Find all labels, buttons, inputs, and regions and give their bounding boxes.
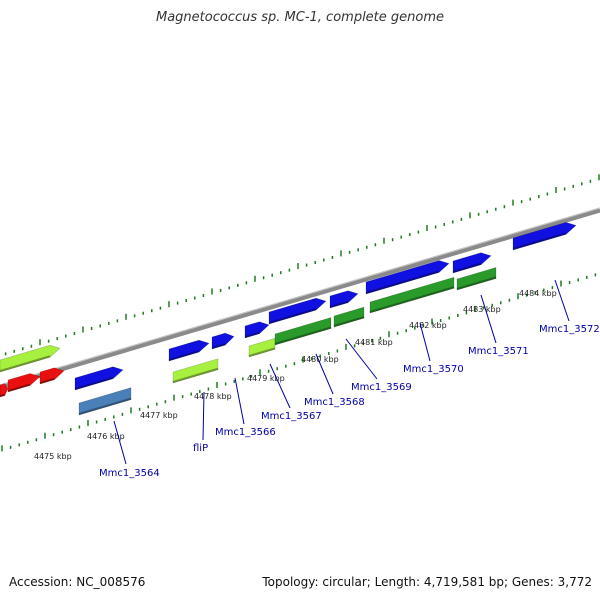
scale-label: 4483 kbp [463,305,501,314]
gene-label[interactable]: fliP [193,443,208,454]
feature-lower-shade [248,347,276,357]
scale-label-group: 4475 kbp 4476 kbp 4477 kbp 4478 kbp 4479 kbp… [34,289,557,461]
cds-gene-forward[interactable] [329,290,359,309]
feature-lower-shade [333,316,365,327]
gene-leader-line [480,294,497,344]
cds-gene-forward[interactable] [452,252,492,274]
rna-gene-shade [39,377,55,384]
cds-gene-forward-shade [268,308,317,324]
gene-leader-line [269,363,291,409]
cds-gene-forward[interactable] [211,332,235,350]
genome-backbone [0,207,600,390]
genome-backbone-highlight [0,207,600,386]
cds-gene-forward-shade [452,262,482,273]
gene-leader-line [113,420,127,465]
gene-label[interactable]: Mmc1_3567 [261,411,322,422]
feature-lower-shade [369,286,455,313]
lime-gene[interactable] [0,344,61,373]
feature-track [0,222,577,416]
feature-lower[interactable] [172,358,219,384]
cds-gene-forward[interactable] [74,366,124,391]
feature-lower[interactable] [78,387,132,416]
gene-leader-line [345,338,378,380]
gene-leader-line [419,322,431,362]
feature-lower-shade [274,326,332,345]
gene-label[interactable]: Mmc1_3569 [351,382,412,393]
gene-leader-line [234,377,245,425]
accession-text: Accession: NC_008576 [9,575,146,589]
feature-lower[interactable] [333,306,365,328]
cds-gene-forward[interactable] [365,260,450,295]
feature-lower[interactable] [248,337,276,358]
feature-lower[interactable] [274,317,332,346]
cds-gene-forward[interactable] [268,297,327,325]
rna-gene-shade [0,393,6,397]
genome-summary-text: Topology: circular; Length: 4,719,581 bp… [262,575,592,589]
scale-label: 4475 kbp [34,452,72,461]
gene-leader-line [554,279,570,322]
gene-label[interactable]: Mmc1_3568 [304,397,365,408]
cds-gene-forward[interactable] [512,222,577,251]
rna-gene-shade [7,383,31,392]
feature-lower-shade [78,397,132,415]
scale-label: 4480 kbp [301,355,339,364]
feature-lower[interactable] [456,267,497,291]
cds-gene-forward-shade [74,376,114,390]
gene-label[interactable]: Mmc1_3570 [403,364,464,375]
gene-label[interactable]: Mmc1_3566 [215,427,276,438]
cds-gene-forward-shade [512,232,567,250]
gene-leader-line [315,353,334,395]
scale-label: 4482 kbp [409,321,447,330]
feature-lower[interactable] [369,276,455,314]
cds-gene-forward-shade [365,270,440,294]
lime-gene-shade [0,355,51,372]
scale-label: 4481 kbp [355,338,393,347]
gene-label[interactable]: Mmc1_3572 [539,324,600,335]
scale-label: 4476 kbp [87,432,125,441]
feature-lower-shade [456,276,497,290]
cds-gene-forward[interactable] [244,321,270,339]
rna-gene[interactable] [0,383,9,398]
inner-tick-track [1,273,597,452]
cds-gene-forward-shade [244,331,260,338]
gene-label-group: Mmc1_3564 fliP Mmc1_3566 Mmc1_3567 Mmc1_3568… [99,324,600,479]
cds-gene-forward-shade [329,300,349,308]
scale-label: 4479 kbp [247,374,285,383]
genome-title: Magnetococcus sp. MC-1, complete genome [155,10,445,25]
gene-leader-line [202,391,205,441]
feature-lower-shade [172,367,219,383]
scale-label: 4477 kbp [140,411,178,420]
scale-label: 4484 kbp [519,289,557,298]
gene-leader-lines [113,279,570,465]
rna-gene[interactable] [7,373,41,393]
scale-label: 4478 kbp [194,392,232,401]
cds-gene-forward-shade [168,350,200,361]
rna-gene[interactable] [39,367,65,385]
gene-label[interactable]: Mmc1_3571 [468,346,529,357]
outer-tick-track [4,174,600,356]
gene-label[interactable]: Mmc1_3564 [99,468,160,479]
cds-gene-forward[interactable] [168,339,210,362]
cds-gene-forward-shade [211,343,226,349]
